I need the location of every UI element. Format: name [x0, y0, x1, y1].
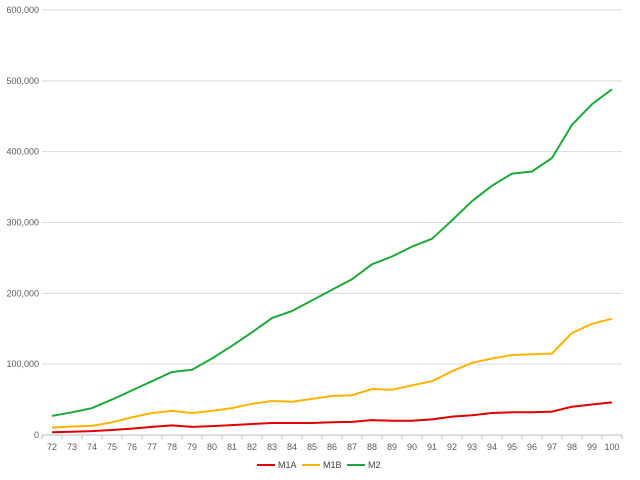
x-tick-label: 81: [227, 442, 237, 452]
series-line-m2: [51, 88, 613, 417]
x-tick-label: 94: [487, 442, 497, 452]
x-tick-label: 93: [467, 442, 477, 452]
x-tick-label: 72: [47, 442, 57, 452]
x-tick-label: 82: [247, 442, 257, 452]
y-tick-label: 400,000: [6, 147, 39, 157]
x-tick-label: 100: [604, 442, 619, 452]
y-tick-label: 500,000: [6, 76, 39, 86]
x-tick-label: 96: [527, 442, 537, 452]
x-tick-label: 88: [367, 442, 377, 452]
x-tick-label: 99: [587, 442, 597, 452]
legend-label: M2: [368, 460, 381, 470]
x-tick-label: 92: [447, 442, 457, 452]
legend-item-m2: M2: [347, 460, 381, 470]
x-tick-label: 74: [87, 442, 97, 452]
x-tick-label: 73: [67, 442, 77, 452]
x-tick-label: 86: [327, 442, 337, 452]
x-tick-label: 90: [407, 442, 417, 452]
x-tick-label: 76: [127, 442, 137, 452]
x-tick-label: 95: [507, 442, 517, 452]
gridlines: [42, 9, 622, 365]
x-tick-label: 87: [347, 442, 357, 452]
y-tick-label: 600,000: [6, 5, 39, 15]
legend-item-m1b: M1B: [302, 460, 342, 470]
legend-item-m1a: M1A: [257, 460, 297, 470]
y-tick-label: 200,000: [6, 288, 39, 298]
x-tick-label: 80: [207, 442, 217, 452]
x-tick-label: 91: [427, 442, 437, 452]
axes: [41, 434, 623, 439]
y-tick-label: 0: [34, 430, 39, 440]
y-tick-labels: 0 100,000 200,000 300,000 400,000 500,000 600,…: [6, 5, 39, 440]
series-lines: [51, 88, 613, 434]
x-tick-label: 84: [287, 442, 297, 452]
x-tick-label: 75: [107, 442, 117, 452]
legend: M1A M1B M2: [257, 460, 381, 470]
legend-label: M1B: [323, 460, 342, 470]
x-tick-label: 89: [387, 442, 397, 452]
x-tick-label: 97: [547, 442, 557, 452]
x-tick-label: 79: [187, 442, 197, 452]
x-tick-label: 83: [267, 442, 277, 452]
x-tick-label: 98: [567, 442, 577, 452]
x-tick-label: 85: [307, 442, 317, 452]
x-tick-label: 78: [167, 442, 177, 452]
y-tick-label: 300,000: [6, 218, 39, 228]
x-tick-labels: 72 73 74 75 76 77 78 79 80 81 82 83 84 85 86 87 88 89 90 91…: [47, 442, 620, 452]
series-line-m1b: [51, 317, 613, 429]
series-line-m1a: [51, 401, 613, 434]
legend-label: M1A: [278, 460, 297, 470]
x-tick-label: 77: [147, 442, 157, 452]
y-tick-label: 100,000: [6, 359, 39, 369]
